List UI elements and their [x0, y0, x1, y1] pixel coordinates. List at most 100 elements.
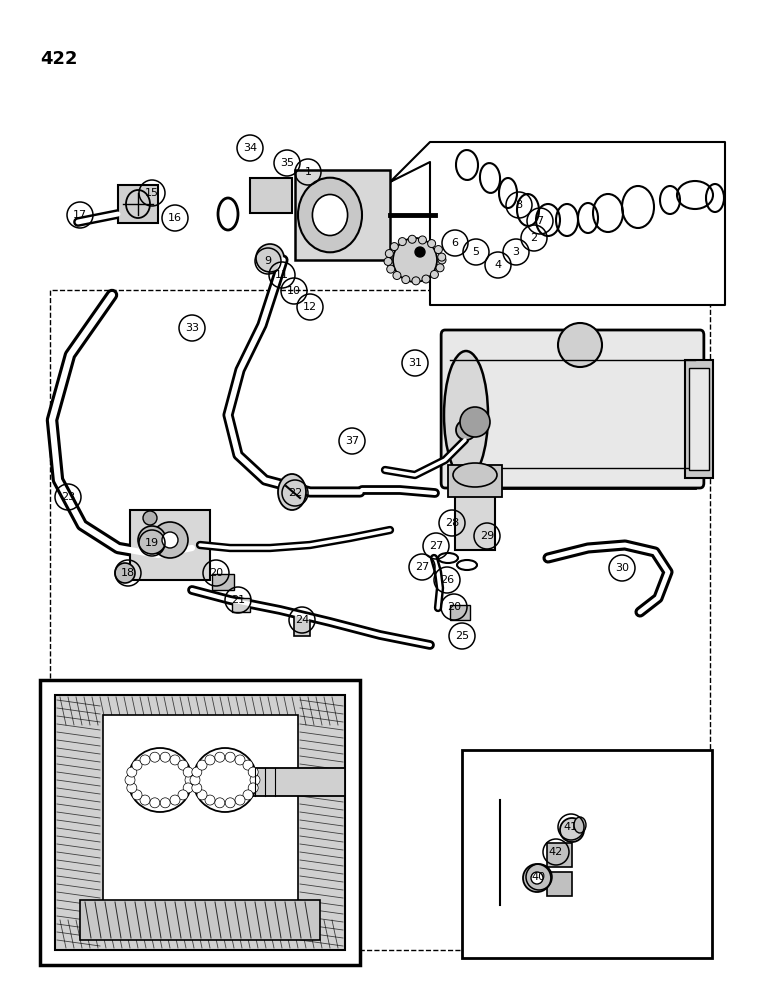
Ellipse shape — [190, 775, 200, 785]
Text: 422: 422 — [40, 50, 77, 68]
Text: 25: 25 — [455, 631, 469, 641]
Text: 5: 5 — [472, 247, 479, 257]
Ellipse shape — [574, 817, 586, 833]
Text: 17: 17 — [73, 210, 87, 220]
Bar — [40, 680, 360, 965]
Bar — [685, 360, 713, 478]
Text: 11: 11 — [275, 270, 289, 280]
Text: 15: 15 — [145, 188, 159, 198]
Bar — [547, 872, 572, 896]
Ellipse shape — [178, 760, 188, 770]
Ellipse shape — [143, 511, 157, 525]
Text: 29: 29 — [480, 531, 494, 541]
Bar — [448, 465, 502, 497]
Text: 34: 34 — [243, 143, 257, 153]
Ellipse shape — [170, 795, 180, 805]
Ellipse shape — [401, 276, 410, 284]
Ellipse shape — [436, 264, 444, 272]
Ellipse shape — [225, 798, 235, 808]
Text: 2: 2 — [530, 233, 537, 243]
Ellipse shape — [248, 783, 258, 793]
Bar — [232, 598, 250, 612]
Ellipse shape — [183, 767, 193, 777]
Polygon shape — [390, 142, 725, 305]
Bar — [50, 290, 710, 950]
Text: 33: 33 — [185, 323, 199, 333]
Text: 41: 41 — [564, 822, 578, 832]
Ellipse shape — [127, 767, 137, 777]
Text: 16: 16 — [168, 213, 182, 223]
Ellipse shape — [170, 755, 180, 765]
Text: 19: 19 — [145, 538, 159, 548]
Bar — [250, 768, 345, 796]
Bar — [118, 185, 158, 223]
Text: 22: 22 — [288, 488, 302, 498]
Ellipse shape — [215, 798, 225, 808]
Ellipse shape — [162, 532, 178, 548]
Ellipse shape — [431, 270, 438, 278]
Ellipse shape — [128, 748, 192, 812]
Text: 30: 30 — [615, 563, 629, 573]
Ellipse shape — [460, 407, 490, 437]
Ellipse shape — [243, 790, 253, 800]
Text: 24: 24 — [295, 615, 309, 625]
Text: 27: 27 — [429, 541, 443, 551]
Ellipse shape — [444, 351, 488, 479]
Ellipse shape — [178, 790, 188, 800]
Text: 23: 23 — [61, 492, 75, 502]
Ellipse shape — [415, 247, 425, 257]
Ellipse shape — [191, 783, 201, 793]
Ellipse shape — [185, 775, 195, 785]
Ellipse shape — [140, 755, 150, 765]
Ellipse shape — [183, 783, 193, 793]
Ellipse shape — [140, 795, 150, 805]
Ellipse shape — [391, 243, 398, 251]
Ellipse shape — [393, 238, 437, 282]
Text: 20: 20 — [209, 568, 223, 578]
Bar — [294, 614, 310, 636]
Ellipse shape — [152, 522, 188, 558]
Text: 10: 10 — [287, 286, 301, 296]
Ellipse shape — [256, 244, 284, 272]
Ellipse shape — [235, 755, 245, 765]
Ellipse shape — [248, 767, 258, 777]
Text: 40: 40 — [532, 872, 546, 882]
Ellipse shape — [193, 748, 257, 812]
Ellipse shape — [435, 246, 442, 254]
Ellipse shape — [523, 864, 551, 892]
Bar — [250, 178, 292, 213]
Ellipse shape — [161, 752, 170, 762]
Text: 4: 4 — [494, 260, 502, 270]
Text: 6: 6 — [452, 238, 459, 248]
FancyBboxPatch shape — [441, 330, 704, 488]
Text: 9: 9 — [265, 256, 272, 266]
Ellipse shape — [418, 236, 426, 244]
Text: 7: 7 — [537, 216, 543, 226]
Ellipse shape — [215, 752, 225, 762]
Text: 42: 42 — [549, 847, 563, 857]
Ellipse shape — [531, 872, 543, 884]
Ellipse shape — [385, 250, 393, 258]
Ellipse shape — [150, 752, 160, 762]
Text: 37: 37 — [345, 436, 359, 446]
Ellipse shape — [422, 275, 430, 283]
Text: 3: 3 — [513, 247, 520, 257]
Ellipse shape — [197, 760, 207, 770]
Text: 20: 20 — [447, 602, 461, 612]
Bar — [103, 715, 298, 930]
Ellipse shape — [298, 178, 362, 252]
Bar — [450, 340, 695, 488]
Text: 18: 18 — [121, 568, 135, 578]
Ellipse shape — [205, 755, 215, 765]
Ellipse shape — [115, 563, 135, 583]
Text: 31: 31 — [408, 358, 422, 368]
Ellipse shape — [132, 760, 142, 770]
Bar — [455, 470, 495, 550]
Ellipse shape — [132, 790, 142, 800]
Bar — [212, 574, 234, 590]
Bar — [689, 368, 709, 470]
Ellipse shape — [161, 798, 170, 808]
Ellipse shape — [127, 783, 137, 793]
Text: 8: 8 — [516, 200, 523, 210]
Ellipse shape — [278, 474, 306, 510]
